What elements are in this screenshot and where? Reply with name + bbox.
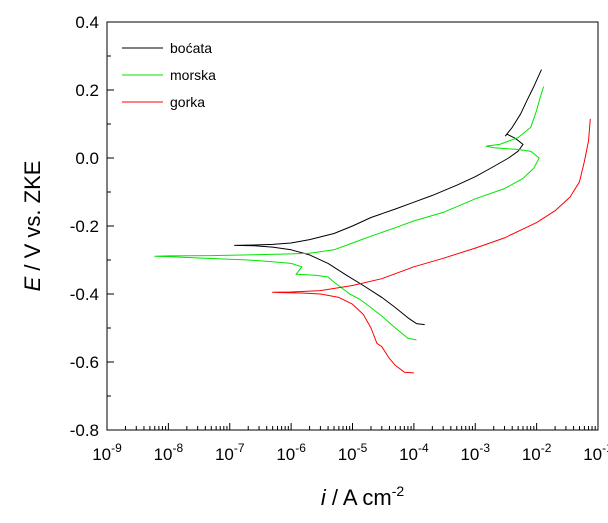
series-lines <box>154 69 591 374</box>
y-tick-label: 0.2 <box>75 81 99 100</box>
x-tick-label: 10-5 <box>338 441 368 464</box>
x-axis-unit-exponent: -2 <box>392 483 405 499</box>
x-tick-label: 10-4 <box>399 441 429 464</box>
x-tick-label: 10-8 <box>154 441 184 464</box>
series-line-boćata <box>234 69 542 326</box>
x-axis-variable: i <box>321 485 327 510</box>
y-tick-label: -0.6 <box>70 353 99 372</box>
y-tick-label: 0.4 <box>75 13 99 32</box>
y-tick-label: -0.8 <box>70 421 99 440</box>
x-tick-label: 10-2 <box>522 441 552 464</box>
y-tick-label: -0.4 <box>70 285 99 304</box>
x-tick-label: 10-6 <box>276 441 306 464</box>
x-axis-title: i / A cm-2 <box>321 483 405 510</box>
x-tick-label: 10-1 <box>583 441 608 464</box>
series-line-morska <box>154 86 545 341</box>
legend-label: boćata <box>170 40 212 56</box>
x-axis-unit: / A cm <box>326 485 392 510</box>
y-axis-title: E / V vs. ZKE <box>20 161 45 292</box>
y-tick-label: -0.2 <box>70 217 99 236</box>
y-axis-unit: / V vs. ZKE <box>20 161 45 277</box>
legend: boćata morska gorka <box>122 40 216 110</box>
x-tick-label: 10-9 <box>92 441 122 464</box>
y-tick-labels: 0.4 0.2 0.0 -0.2 -0.4 -0.6 -0.8 <box>70 13 99 440</box>
series-line-gorka <box>272 118 591 374</box>
legend-label: gorka <box>170 94 205 110</box>
legend-label: morska <box>170 67 216 83</box>
y-axis-variable: E <box>20 276 45 291</box>
x-tick-labels: 10-9 10-8 10-7 10-6 10-5 10-4 10-3 10-2 10-1 <box>92 441 608 464</box>
y-tick-label: 0.0 <box>75 149 99 168</box>
plot-area-frame <box>106 21 599 431</box>
x-tick-label: 10-3 <box>460 441 490 464</box>
x-tick-label: 10-7 <box>215 441 245 464</box>
